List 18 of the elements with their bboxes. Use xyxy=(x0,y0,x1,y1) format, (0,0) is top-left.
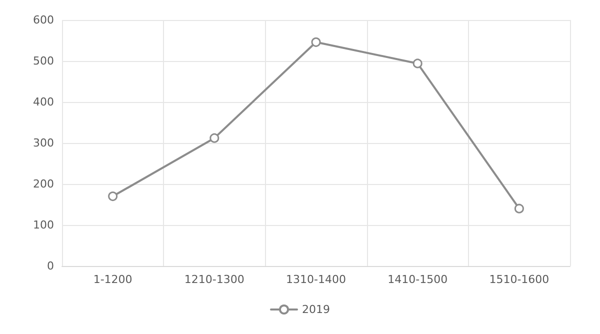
point xyxy=(412,58,422,68)
x-tick-label: 1310-1400 xyxy=(286,273,346,286)
y-tick-label: 100 xyxy=(33,218,54,232)
y-tick-label: 400 xyxy=(33,96,54,108)
point xyxy=(514,204,524,214)
y-tick-label: 600 xyxy=(33,14,54,26)
y-tick-label: 200 xyxy=(33,178,54,190)
x-tick-label: 1510-1600 xyxy=(489,273,550,286)
y-tick-label: 0 xyxy=(47,260,54,272)
x-tick-label: 1410-1500 xyxy=(388,273,448,286)
point xyxy=(311,37,321,47)
legend-label: 2019 xyxy=(302,303,330,316)
point xyxy=(210,133,220,143)
point xyxy=(108,192,118,202)
x-tick-label: 1210-1300 xyxy=(184,273,244,286)
x-tick-label: 1-1200 xyxy=(93,273,132,286)
y-tick-label: 300 xyxy=(33,136,54,150)
y-tick-label: 500 xyxy=(33,54,54,68)
